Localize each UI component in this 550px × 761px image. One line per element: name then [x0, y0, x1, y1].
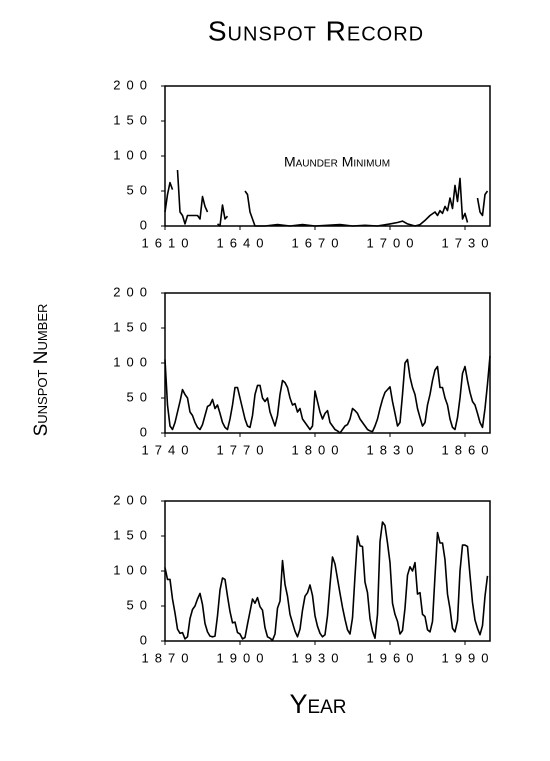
annotation: Maunder Minimum	[284, 154, 390, 170]
y-tick-label: 150	[113, 527, 153, 542]
x-tick-label: 1900	[217, 650, 270, 665]
data-line	[244, 177, 469, 227]
y-tick-label: 200	[113, 492, 153, 507]
y-tick-label: 200	[113, 284, 153, 299]
x-tick-label: 1860	[442, 442, 495, 457]
y-tick-label: 200	[113, 77, 153, 92]
y-tick-label: 100	[113, 562, 153, 577]
y-tick-label: 50	[127, 389, 153, 404]
y-tick-label: 50	[127, 597, 153, 612]
x-tick-label: 1610	[142, 235, 195, 250]
data-line	[164, 521, 489, 642]
data-line	[476, 190, 489, 217]
x-axis-label: Year	[289, 689, 346, 719]
data-line	[164, 355, 491, 434]
y-tick-label: 100	[113, 354, 153, 369]
y-tick-label: 0	[140, 217, 153, 232]
x-tick-label: 1930	[292, 650, 345, 665]
x-tick-label: 1670	[292, 235, 345, 250]
x-tick-label: 1640	[217, 235, 270, 250]
title: Sunspot Record	[208, 15, 424, 46]
data-line	[176, 169, 209, 225]
y-axis-label: Sunspot Number	[31, 304, 52, 437]
x-tick-label: 1830	[367, 442, 420, 457]
x-tick-label: 1800	[292, 442, 345, 457]
data-line	[164, 181, 174, 213]
y-tick-label: 150	[113, 319, 153, 334]
y-tick-label: 0	[140, 424, 153, 439]
x-tick-label: 1770	[217, 442, 270, 457]
x-tick-label: 1700	[367, 235, 420, 250]
x-tick-label: 1730	[442, 235, 495, 250]
x-tick-label: 1990	[442, 650, 495, 665]
x-tick-label: 1870	[142, 650, 195, 665]
y-tick-label: 50	[127, 182, 153, 197]
x-tick-label: 1960	[367, 650, 420, 665]
y-tick-label: 0	[140, 632, 153, 647]
x-tick-label: 1740	[142, 442, 195, 457]
y-tick-label: 150	[113, 112, 153, 127]
y-tick-label: 100	[113, 147, 153, 162]
data-line	[216, 204, 229, 227]
